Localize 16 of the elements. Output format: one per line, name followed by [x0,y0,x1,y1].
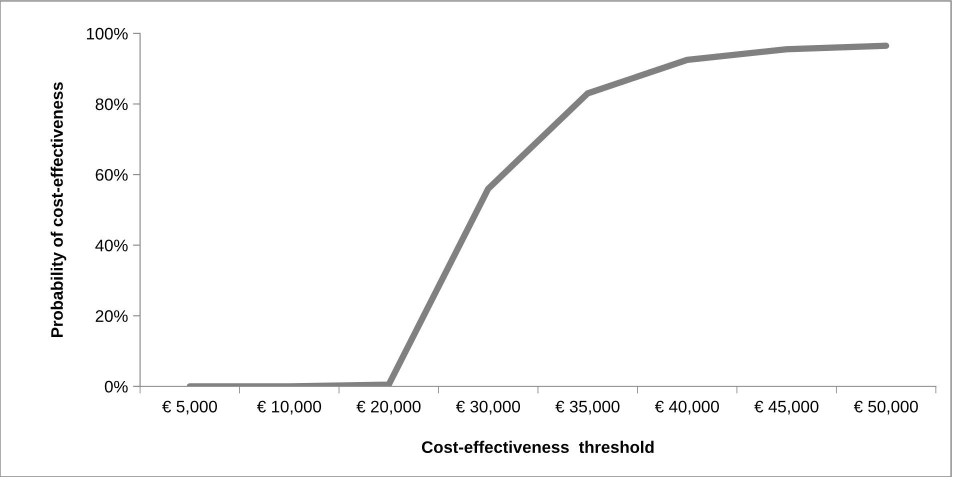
x-axis-title: Cost-effectiveness threshold [422,440,654,454]
x-tick-label: € 35,000 [555,400,620,414]
y-axis-title: Probability of cost-effectiveness [50,82,66,338]
x-tick-label: € 10,000 [256,400,322,414]
x-tick-label: € 20,000 [356,400,421,414]
x-tick-label: € 30,000 [456,400,520,414]
y-tick-label: 80% [96,98,128,110]
y-tick-label: 40% [95,240,128,252]
y-tick-label: 60% [96,168,128,181]
x-tick-label: € 50,000 [854,400,918,414]
y-tick-label: 0% [104,380,128,393]
y-tick-label: 20% [96,310,128,322]
x-tick-label: € 5,000 [162,400,217,414]
y-tick-label: 100% [86,28,128,40]
x-tick-label: € 45,000 [754,400,818,414]
x-tick-label: € 40,000 [654,400,719,414]
